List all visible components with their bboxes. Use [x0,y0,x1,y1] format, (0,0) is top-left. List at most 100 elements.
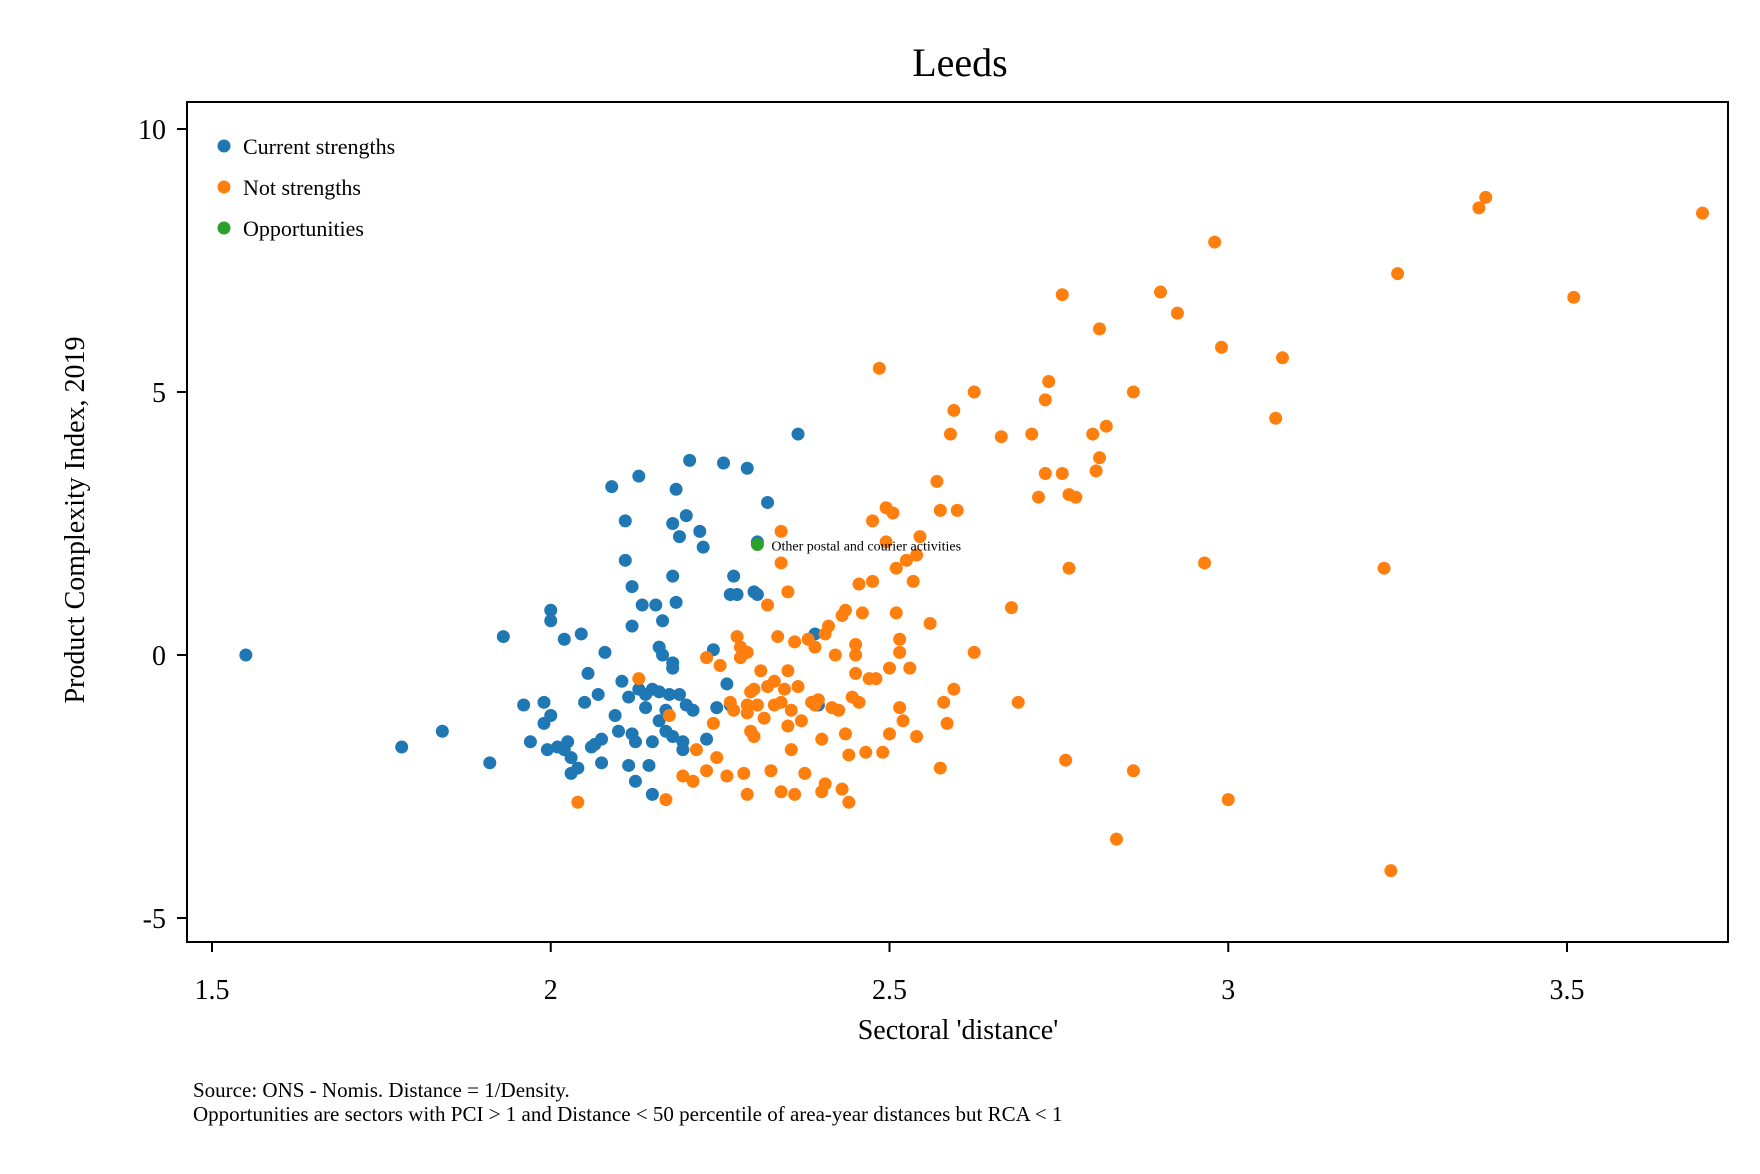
point-current-strengths [615,674,629,688]
point-current-strengths [544,708,558,722]
point-not-strengths [710,751,724,765]
point-current-strengths [700,732,714,746]
point-opportunities [750,538,764,552]
point-current-strengths [608,708,622,722]
point-current-strengths [727,569,741,583]
point-not-strengths [784,703,798,717]
point-not-strengths [713,659,727,673]
point-not-strengths [889,561,903,575]
point-current-strengths [720,677,734,691]
chart-title: Leeds [912,40,1008,85]
point-current-strengths [598,645,612,659]
point-not-strengths [1109,832,1123,846]
y-axis-label: Product Complexity Index, 2019 [60,336,91,703]
point-not-strengths [1275,351,1289,365]
point-not-strengths [774,524,788,538]
point-current-strengths [625,580,639,594]
point-current-strengths [523,735,537,749]
point-not-strengths [940,716,954,730]
point-current-strengths [496,630,510,644]
point-current-strengths [666,661,680,675]
point-current-strengths [666,730,680,744]
point-not-strengths [1391,267,1405,281]
point-not-strengths [737,766,751,780]
point-not-strengths [1567,290,1581,304]
point-not-strengths [767,674,781,688]
point-not-strengths [838,603,852,617]
point-current-strengths [628,774,642,788]
point-not-strengths [852,695,866,709]
point-not-strengths [1038,467,1052,481]
point-current-strengths [578,695,592,709]
y-tick-label: 10 [138,115,166,146]
point-not-strengths [1696,206,1709,220]
point-not-strengths [849,637,863,651]
point-not-strengths [808,640,822,654]
point-not-strengths [947,682,961,696]
point-not-strengths [1170,306,1184,320]
point-not-strengths [727,703,741,717]
point-not-strengths [777,682,791,696]
point-not-strengths [1069,490,1083,504]
point-not-strengths [930,474,944,488]
point-current-strengths [628,735,642,749]
y-tick-label: 5 [152,378,166,409]
point-current-strengths [710,701,724,715]
y-tick-label: -5 [143,904,166,935]
point-annotation: Other postal and courier activities [771,540,961,555]
point-current-strengths [652,685,666,699]
point-not-strengths [876,745,890,759]
legend-marker-opportunities [217,221,231,235]
point-current-strengths [571,761,585,775]
point-not-strengths [781,719,795,733]
point-not-strengths [791,680,805,694]
point-not-strengths [852,577,866,591]
point-current-strengths [645,735,659,749]
point-current-strengths [652,714,666,728]
point-not-strengths [1062,561,1076,575]
point-not-strengths [700,651,714,665]
point-current-strengths [517,698,531,712]
point-not-strengths [933,503,947,517]
point-current-strengths [622,758,636,772]
point-not-strengths [866,574,880,588]
point-current-strengths [642,758,656,772]
point-not-strengths [947,403,961,417]
point-not-strengths [913,530,927,544]
point-not-strengths [910,730,924,744]
point-not-strengths [798,766,812,780]
legend: Current strengths Not strengths Opportunit… [217,134,395,241]
point-current-strengths [574,627,588,641]
point-not-strengths [662,708,676,722]
data-points [239,190,1709,878]
opportunities-note: Opportunities are sectors with PCI > 1 a… [193,1102,1063,1126]
point-not-strengths [689,743,703,757]
point-current-strengths [686,703,700,717]
point-not-strengths [659,793,673,807]
point-not-strengths [757,711,771,725]
point-not-strengths [906,574,920,588]
point-not-strengths [771,630,785,644]
point-not-strengths [1479,190,1493,204]
point-not-strengths [1059,753,1073,767]
point-not-strengths [818,777,832,791]
point-not-strengths [994,430,1008,444]
point-current-strengths [395,740,409,754]
point-current-strengths [435,724,449,738]
point-current-strengths [669,482,683,496]
point-current-strengths [679,509,693,523]
point-not-strengths [835,782,849,796]
point-not-strengths [1154,285,1167,299]
point-not-strengths [910,548,924,562]
plot-frame [186,101,1729,943]
point-current-strengths [693,524,707,538]
point-current-strengths [483,756,497,770]
point-not-strengths [943,427,957,441]
point-current-strengths [740,461,754,475]
point-not-strengths [1126,764,1140,778]
point-not-strengths [886,506,900,520]
point-not-strengths [774,785,788,799]
point-not-strengths [899,553,913,567]
point-not-strengths [774,556,788,570]
point-current-strengths [605,480,619,494]
